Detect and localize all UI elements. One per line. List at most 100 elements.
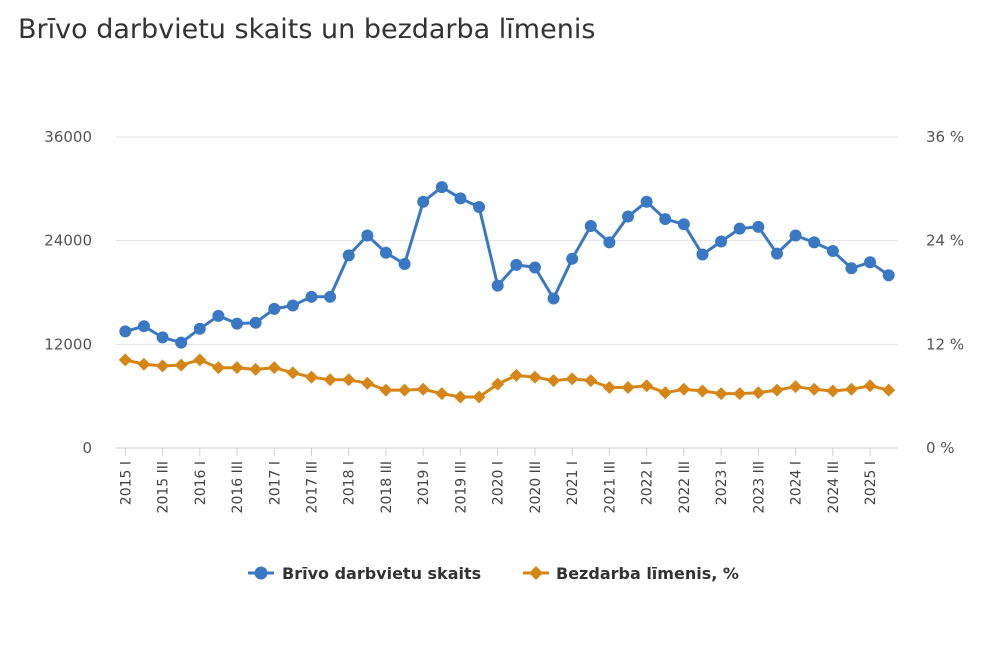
- data-point-1-41[interactable]: [882, 269, 895, 282]
- data-point-1-0[interactable]: [119, 325, 132, 338]
- data-point-2-13[interactable]: [360, 376, 374, 390]
- data-point-2-28[interactable]: [640, 379, 654, 393]
- data-point-2-33[interactable]: [733, 387, 747, 401]
- data-point-1-36[interactable]: [789, 229, 802, 242]
- legend-item-1[interactable]: Brīvo darbvietu skaits: [248, 564, 481, 583]
- data-point-2-1[interactable]: [137, 357, 151, 371]
- y-left-tick-label: 0: [82, 439, 92, 457]
- data-point-1-40[interactable]: [864, 256, 877, 269]
- data-point-2-26[interactable]: [602, 381, 616, 395]
- x-tick-label: 2021 I: [565, 461, 581, 505]
- data-point-2-32[interactable]: [714, 387, 728, 401]
- data-point-1-26[interactable]: [603, 236, 616, 249]
- data-point-1-13[interactable]: [361, 229, 374, 242]
- data-point-1-20[interactable]: [491, 279, 504, 292]
- data-point-2-14[interactable]: [379, 383, 393, 397]
- x-tick-label: 2020 III: [528, 461, 544, 513]
- data-point-2-6[interactable]: [230, 361, 244, 375]
- data-point-2-38[interactable]: [826, 384, 840, 398]
- data-point-1-2[interactable]: [156, 331, 169, 344]
- data-point-2-35[interactable]: [770, 383, 784, 397]
- data-point-1-14[interactable]: [379, 246, 392, 259]
- data-point-1-29[interactable]: [659, 213, 672, 226]
- data-point-1-35[interactable]: [770, 247, 783, 260]
- x-tick-label: 2023 III: [751, 461, 767, 513]
- data-point-1-34[interactable]: [752, 220, 765, 233]
- data-point-1-30[interactable]: [677, 218, 690, 231]
- data-point-1-16[interactable]: [417, 195, 430, 208]
- data-point-2-29[interactable]: [658, 386, 672, 400]
- data-point-1-37[interactable]: [808, 236, 821, 249]
- data-point-1-8[interactable]: [268, 302, 281, 315]
- data-point-1-39[interactable]: [845, 262, 858, 275]
- data-point-2-16[interactable]: [416, 382, 430, 396]
- y-left-tick-label: 36000: [44, 128, 92, 146]
- data-point-2-39[interactable]: [844, 382, 858, 396]
- legend[interactable]: Brīvo darbvietu skaits Bezdarba līmenis, …: [248, 564, 739, 583]
- data-point-1-33[interactable]: [733, 222, 746, 235]
- data-point-1-25[interactable]: [584, 219, 597, 232]
- data-point-1-5[interactable]: [212, 309, 225, 322]
- data-point-1-22[interactable]: [528, 261, 541, 274]
- data-point-1-9[interactable]: [286, 299, 299, 312]
- x-tick-label: 2022 III: [677, 461, 693, 513]
- data-point-1-15[interactable]: [398, 257, 411, 270]
- data-point-2-0[interactable]: [118, 353, 132, 367]
- data-point-2-24[interactable]: [565, 372, 579, 386]
- data-point-2-3[interactable]: [174, 358, 188, 372]
- data-point-1-4[interactable]: [193, 322, 206, 335]
- data-point-2-23[interactable]: [547, 374, 561, 388]
- data-point-1-32[interactable]: [715, 235, 728, 248]
- data-point-1-7[interactable]: [249, 316, 262, 329]
- x-tick-label: 2016 I: [193, 461, 209, 505]
- data-point-2-30[interactable]: [677, 382, 691, 396]
- data-point-1-38[interactable]: [826, 245, 839, 258]
- data-point-2-37[interactable]: [807, 382, 821, 396]
- data-point-2-19[interactable]: [472, 390, 486, 404]
- data-point-1-28[interactable]: [640, 195, 653, 208]
- data-point-2-21[interactable]: [509, 368, 523, 382]
- data-point-2-7[interactable]: [249, 362, 263, 376]
- data-point-1-10[interactable]: [305, 290, 318, 303]
- y-left-tick-label: 12000: [44, 335, 92, 353]
- data-point-2-5[interactable]: [211, 361, 225, 375]
- legend-item-2[interactable]: Bezdarba līmenis, %: [523, 564, 739, 583]
- data-point-1-31[interactable]: [696, 248, 709, 261]
- data-point-2-27[interactable]: [621, 381, 635, 395]
- data-point-2-34[interactable]: [751, 386, 765, 400]
- data-point-1-11[interactable]: [324, 290, 337, 303]
- data-point-1-23[interactable]: [547, 292, 560, 305]
- x-tick-label: 2025 I: [863, 461, 879, 505]
- data-point-2-4[interactable]: [193, 353, 207, 367]
- data-point-2-15[interactable]: [398, 383, 412, 397]
- data-point-1-18[interactable]: [454, 192, 467, 205]
- data-point-1-27[interactable]: [622, 210, 635, 223]
- data-point-1-1[interactable]: [137, 320, 150, 333]
- data-point-2-11[interactable]: [323, 373, 337, 387]
- data-point-2-40[interactable]: [863, 379, 877, 393]
- data-point-2-22[interactable]: [528, 370, 542, 384]
- data-point-1-19[interactable]: [473, 200, 486, 213]
- data-point-2-10[interactable]: [305, 370, 318, 384]
- data-point-1-12[interactable]: [342, 249, 355, 262]
- data-point-1-3[interactable]: [175, 336, 188, 349]
- data-point-2-41[interactable]: [882, 383, 896, 397]
- data-point-1-24[interactable]: [566, 252, 579, 265]
- data-point-2-25[interactable]: [584, 374, 598, 388]
- y-left-tick-label: 24000: [44, 232, 92, 250]
- data-point-2-18[interactable]: [453, 390, 467, 404]
- data-point-2-9[interactable]: [286, 366, 300, 380]
- data-point-1-21[interactable]: [510, 258, 523, 271]
- data-point-2-20[interactable]: [491, 377, 505, 391]
- data-point-2-36[interactable]: [789, 380, 803, 394]
- data-point-2-31[interactable]: [696, 384, 709, 398]
- data-point-2-8[interactable]: [267, 361, 281, 375]
- x-axis: 2015 I 2015 III 2016 I 2016 III 2017 I 2017 I…: [118, 448, 879, 513]
- data-point-2-12[interactable]: [342, 373, 356, 387]
- data-point-1-6[interactable]: [231, 317, 244, 330]
- data-point-2-2[interactable]: [156, 359, 170, 373]
- data-point-1-17[interactable]: [435, 181, 448, 194]
- y-axis-right: 0 % 12 % 24 % 36 %: [926, 128, 964, 457]
- data-point-2-17[interactable]: [435, 387, 449, 401]
